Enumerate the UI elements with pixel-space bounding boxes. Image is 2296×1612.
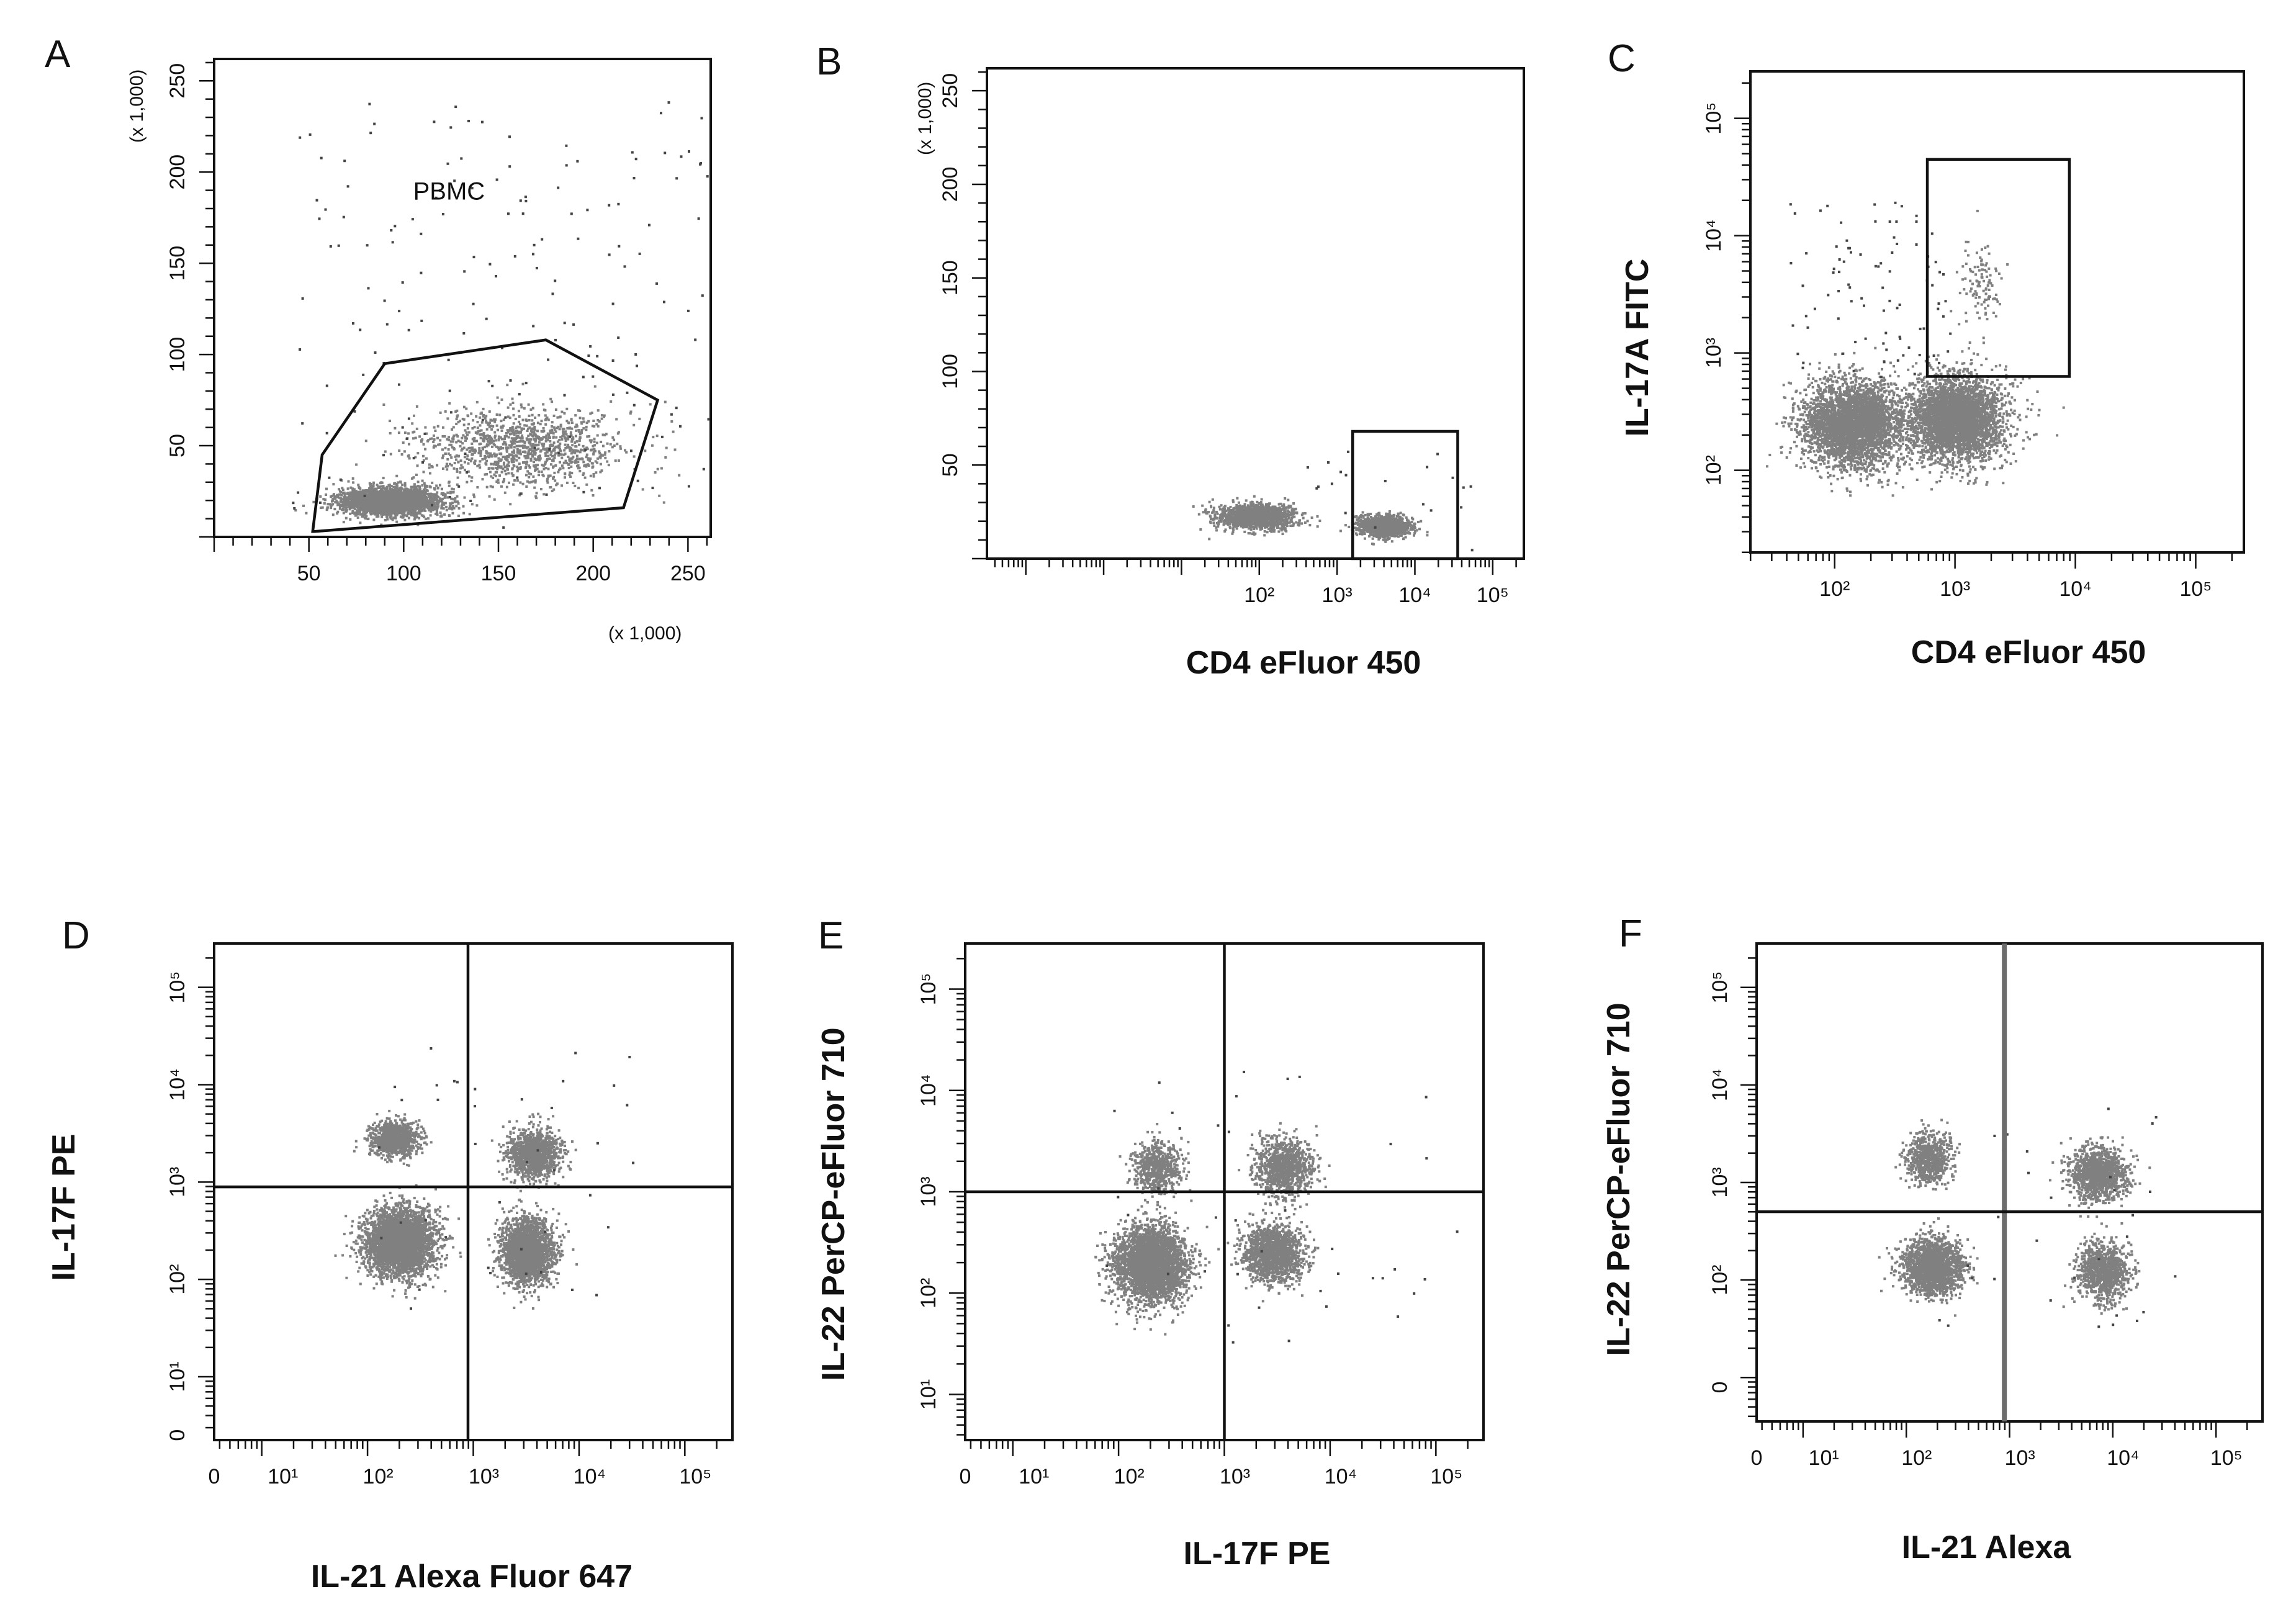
flow-cytometry-figure: A PBMC 50 100 150 200 25050100150200250 (x 1… [0,0,2296,1612]
event-dot [430,514,432,516]
event-dot [336,504,339,507]
event-dot [439,484,441,487]
event-dot [445,506,448,508]
event-dot [458,507,461,510]
event-dot [446,492,449,494]
event-dot [446,496,449,498]
event-dot [330,507,332,509]
event-dot [349,513,351,515]
event-dot [347,487,349,490]
event-dot [452,512,454,515]
event-dot [404,485,407,487]
event-dot [427,517,430,520]
event-dot [340,498,343,500]
event-dot [345,517,348,520]
event-dot [413,483,416,485]
event-dot [319,495,322,498]
panel-letter-a: A [45,33,71,76]
event-dot [354,515,357,517]
event-dot [443,513,446,516]
event-dot [333,508,336,510]
event-dot [359,521,361,524]
event-dot [384,519,387,521]
event-dot [431,482,433,484]
